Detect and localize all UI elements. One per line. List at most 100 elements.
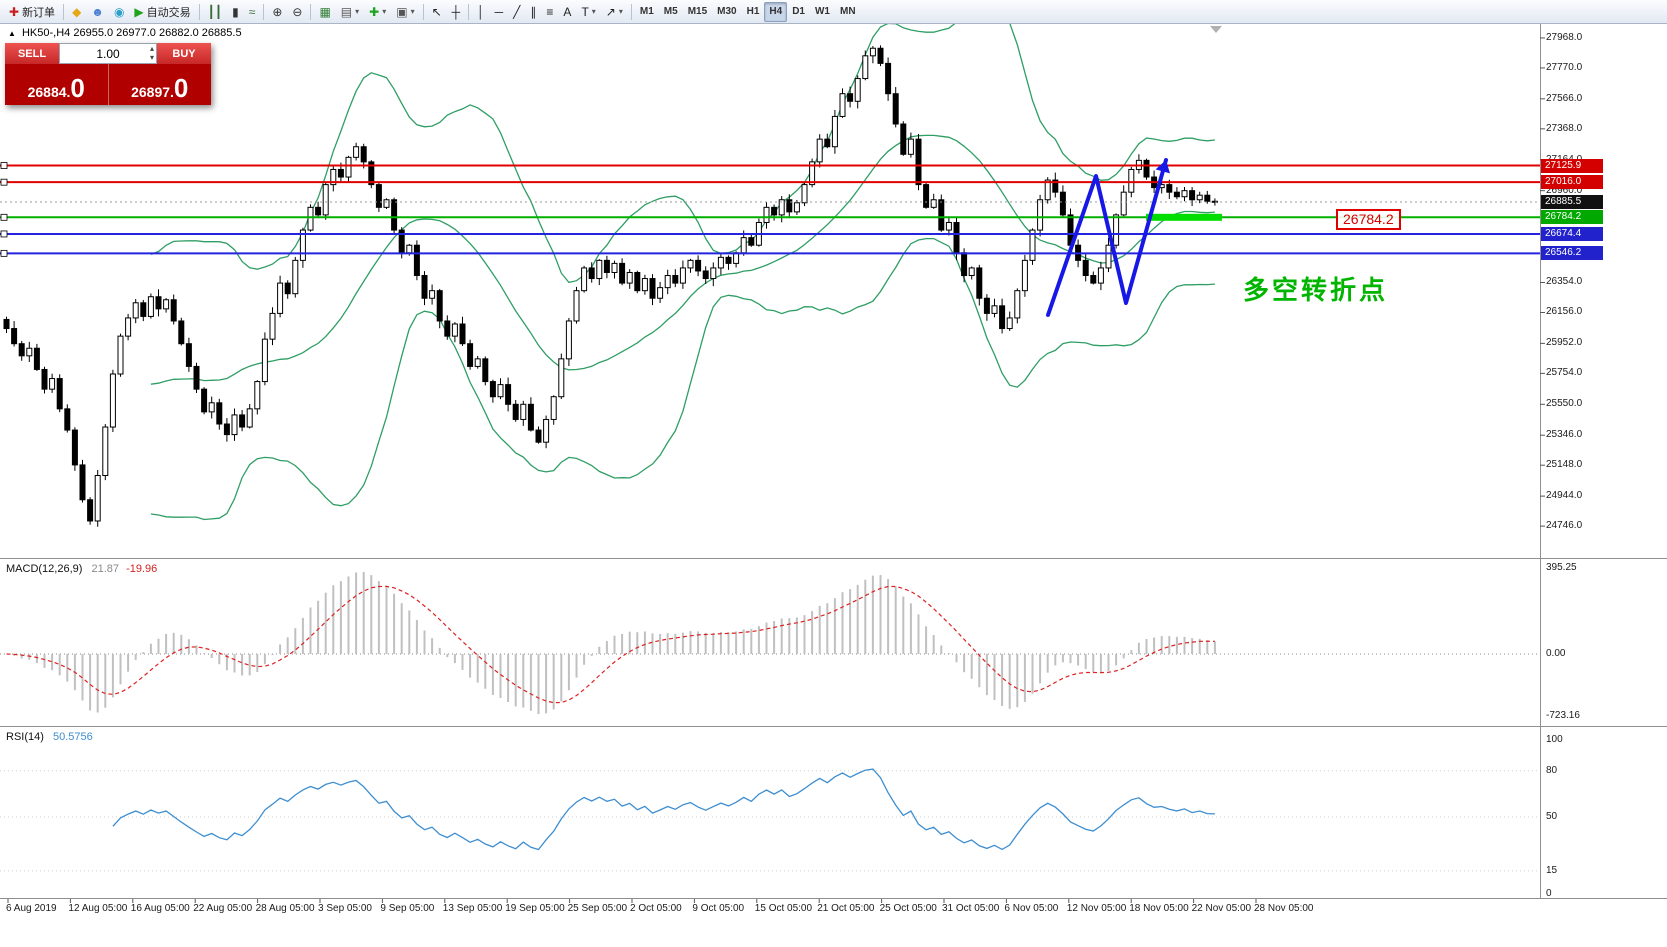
volume-spinner[interactable]: ▴ ▾ — [150, 44, 154, 62]
tile-windows-button[interactable]: ▦ — [314, 2, 335, 22]
one-click-trading-panel[interactable]: SELL 1.00 ▴ ▾ BUY 26884. 0 26897. 0 — [5, 43, 211, 105]
price-scale-label: 25346.0 — [1546, 429, 1583, 441]
time-axis-label: 22 Aug 05:00 — [193, 903, 253, 914]
zoom-out-button[interactable]: ⊖ — [287, 2, 307, 22]
new-order-button-label: 新订单 — [22, 6, 56, 19]
chart-ohlc: 26955.0 26977.0 26882.0 26885.5 — [73, 27, 242, 39]
time-axis-label: 28 Aug 05:00 — [255, 903, 315, 914]
macd-scale-zero: 0.00 — [1546, 648, 1566, 659]
channel-button[interactable]: ∥ — [525, 2, 541, 22]
autotrading-button[interactable]: ▶ 自动交易 — [129, 2, 195, 22]
sell-price-big-digit: 0 — [70, 72, 85, 103]
new-order-button[interactable]: ✚ 新订单 — [4, 2, 60, 22]
line-chart-button[interactable]: ≈ — [244, 2, 261, 22]
buy-price-button[interactable]: 26897. 0 — [109, 64, 212, 105]
candlestick-icon: ▮ — [232, 4, 239, 19]
globe-icon: ◉ — [113, 4, 125, 19]
timeframe-m5-button[interactable]: M5 — [663, 6, 678, 17]
mql5-market-button[interactable]: ◆ — [67, 2, 86, 22]
zoom-in-icon: ⊕ — [272, 4, 283, 19]
time-axis-label: 6 Nov 05:00 — [1004, 903, 1059, 914]
timeframe-h1-button[interactable]: H1 — [746, 6, 760, 17]
text-button[interactable]: A — [558, 2, 576, 22]
zoom-in-button[interactable]: ⊕ — [267, 2, 287, 22]
horizontal-line-icon: ─ — [494, 4, 504, 19]
templates-button[interactable]: ▣ ▾ — [391, 2, 419, 22]
cursor-button[interactable]: ↖ — [427, 2, 447, 22]
chart-symbol-period: HK50-,H4 — [21, 27, 71, 39]
label-button[interactable]: T ▾ — [576, 2, 600, 22]
trendline-icon: ╱ — [513, 4, 521, 19]
fibonacci-button[interactable]: ≡ — [541, 2, 558, 22]
timeframe-h4-button[interactable]: H4 — [764, 1, 788, 22]
macd-value-signal: -19.96 — [126, 563, 158, 575]
toolbar-separator — [198, 3, 200, 20]
timeframe-m1-button[interactable]: M1 — [639, 6, 654, 17]
price-scale-label: 27770.0 — [1546, 61, 1583, 73]
volume-field[interactable]: 1.00 ▴ ▾ — [59, 43, 157, 64]
metaquotes-button[interactable]: ◉ — [109, 2, 129, 22]
macd-scale-top: 395.25 — [1546, 562, 1577, 573]
arrows-button[interactable]: ↗ ▾ — [601, 2, 628, 22]
time-axis-label: 12 Nov 05:00 — [1066, 903, 1127, 914]
time-axis-label: 9 Oct 05:00 — [692, 903, 745, 914]
price-scale-label: 26156.0 — [1546, 306, 1583, 318]
indicators-plus-icon: ✚ — [369, 4, 380, 19]
new-order-icon: ✚ — [9, 4, 20, 19]
timeframe-m15-button[interactable]: M15 — [687, 6, 708, 17]
time-axis-label: 16 Aug 05:00 — [130, 903, 190, 914]
spinner-down-icon[interactable]: ▾ — [149, 53, 154, 62]
time-axis-label: 19 Sep 05:00 — [505, 903, 565, 914]
toolbar-separator — [310, 3, 312, 20]
sell-button[interactable]: SELL — [5, 43, 59, 64]
turning-point-annotation: 多空转折点 — [1243, 275, 1389, 305]
community-button[interactable]: ☻ — [86, 2, 109, 22]
toolbar-separator — [63, 3, 65, 20]
price-scale-label: 25754.0 — [1546, 367, 1583, 379]
indicators-button[interactable]: ✚ ▾ — [364, 2, 391, 22]
time-axis-label: 28 Nov 05:00 — [1254, 903, 1314, 914]
price-scale-label: 27968.0 — [1546, 31, 1583, 43]
rsi-scale-label: 100 — [1546, 734, 1563, 745]
price-badge: 26885.5 — [1541, 194, 1603, 209]
time-axis-label: 3 Sep 05:00 — [318, 903, 372, 914]
tile-windows-icon: ▦ — [319, 4, 331, 19]
timeframe-w1-button[interactable]: W1 — [814, 6, 830, 17]
crosshair-button[interactable]: ┼ — [447, 2, 466, 22]
price-badge: 26784.2 — [1541, 210, 1603, 225]
price-divider — [107, 64, 109, 105]
dropdown-caret-icon: ▾ — [355, 7, 360, 16]
dropdown-caret-icon: ▾ — [618, 7, 623, 16]
buy-button[interactable]: BUY — [157, 43, 211, 64]
sell-price-button[interactable]: 26884. 0 — [5, 64, 108, 105]
time-axis-label: 31 Oct 05:00 — [942, 903, 1000, 914]
new-chart-button[interactable]: ▤ ▾ — [336, 2, 364, 22]
candlestick-chart-button[interactable]: ▮ — [227, 2, 244, 22]
trendline-button[interactable]: ╱ — [508, 2, 525, 22]
timeframe-d1-button[interactable]: D1 — [792, 6, 805, 17]
toolbar-separator — [422, 3, 424, 20]
price-scale-label: 27368.0 — [1546, 122, 1583, 134]
price-scale-label: 26960.0 — [1546, 184, 1583, 196]
price-callout-label: 26784.2 — [1336, 209, 1401, 230]
vertical-line-icon: │ — [477, 4, 485, 19]
label-icon: T — [581, 4, 589, 19]
crosshair-icon: ┼ — [451, 4, 461, 19]
rsi-header: RSI(14) 50.5756 — [6, 731, 93, 743]
bar-chart-button[interactable]: ┃┃ — [203, 2, 227, 22]
spinner-up-icon[interactable]: ▴ — [149, 44, 154, 53]
template-icon: ▣ — [396, 4, 408, 19]
horizontal-line-button[interactable]: ─ — [490, 2, 509, 22]
arrow-objects-icon: ↗ — [605, 4, 616, 19]
text-icon: A — [563, 4, 572, 19]
time-axis-label: 25 Oct 05:00 — [879, 903, 937, 914]
rsi-scale-label: 0 — [1546, 888, 1552, 899]
timeframe-m30-button[interactable]: M30 — [717, 6, 737, 17]
vertical-line-button[interactable]: │ — [472, 2, 490, 22]
rsi-scale-label: 15 — [1546, 864, 1558, 876]
timeframe-mn-button[interactable]: MN — [839, 6, 856, 17]
time-axis-label: 15 Oct 05:00 — [754, 903, 813, 914]
price-scale-label: 26354.0 — [1546, 276, 1583, 288]
play-icon: ▶ — [134, 4, 144, 19]
